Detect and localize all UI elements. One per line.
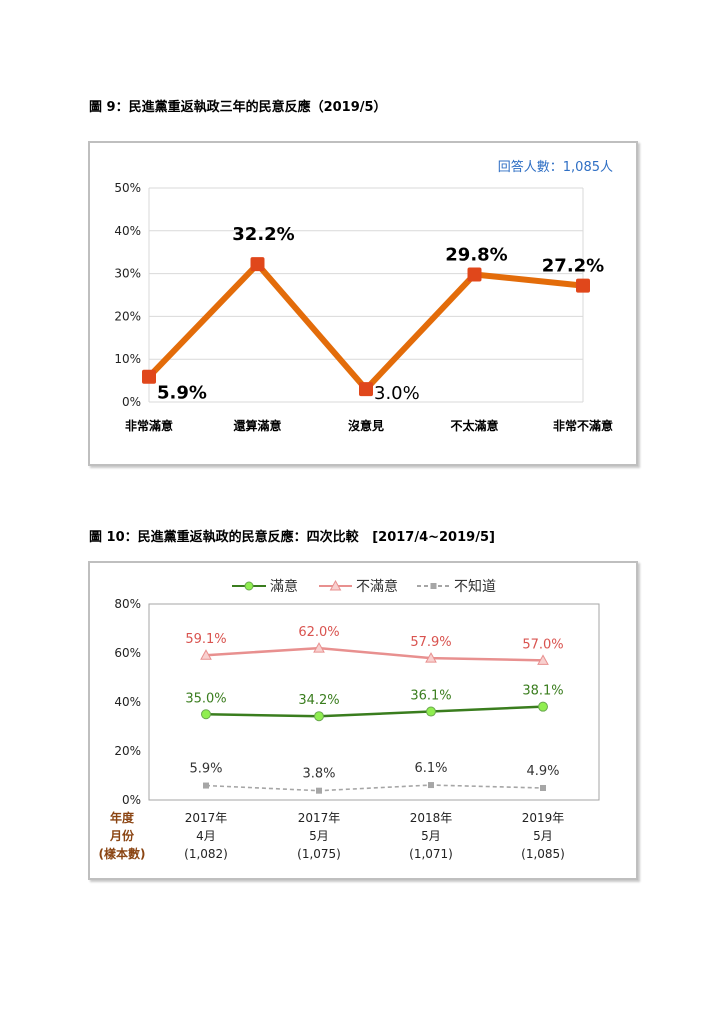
figure10-x-month-label: 5月 [533, 829, 553, 843]
figure10-satisfied-marker [201, 709, 211, 720]
figure9-x-tick-label: 非常不滿意 [553, 418, 613, 433]
figure10-legend-satisfied-marker [244, 581, 254, 591]
figure10-title-range: [2017/4~2019/5] [372, 530, 495, 545]
figure10-x-year-label: 2019年 [522, 811, 565, 825]
figure10-row-label: 月份 [109, 828, 135, 843]
figure10-plot-area [148, 603, 600, 801]
figure10-dissatisfied-marker [537, 654, 549, 665]
figure10-y-tick-label: 80% [114, 597, 141, 611]
figure10-unknown-data-label: 3.8% [302, 767, 335, 782]
figure9-y-tick-label: 20% [114, 309, 141, 323]
figure10-dissatisfied-data-label: 57.9% [410, 635, 451, 650]
figure10-satisfied-marker [314, 711, 324, 722]
figure10-x-sample-label: (1,082) [184, 847, 228, 861]
figure10-x-sample-label: (1,085) [521, 847, 565, 861]
figure10-unknown-data-label: 5.9% [189, 762, 222, 777]
figure10-x-month-label: 4月 [196, 829, 216, 843]
figure10-legend-unknown-label: 不知道 [454, 578, 496, 595]
figure9-chart-frame: 回答人數：1,085人 0% 10% 20% 30% 40% 50% 非常滿意 還算滿意 沒意見 不… [88, 141, 638, 466]
figure10-x-month-label: 5月 [309, 829, 329, 843]
figure10-satisfied-marker [538, 701, 548, 712]
figure10-satisfied-line [205, 705, 544, 718]
figure9-y-tick-label: 40% [114, 224, 141, 238]
figure10-satisfied-data-label: 38.1% [522, 684, 563, 699]
figure9-y-tick-label: 10% [114, 352, 141, 366]
figure9-x-tick-label: 不太滿意 [450, 418, 498, 433]
figure9-y-tick-label: 50% [114, 181, 141, 195]
figure10-legend-unknown-marker [430, 583, 437, 589]
figure9-data-label: 3.0% [374, 383, 420, 404]
figure9-x-tick-label: 沒意見 [348, 418, 384, 433]
figure9-point-marker [250, 257, 265, 272]
figure10-dissatisfied-line [205, 646, 544, 662]
figure10-unknown-marker [428, 782, 434, 789]
figure9-point-marker [359, 382, 373, 397]
figure10-legend-dissatisfied-marker [329, 579, 342, 591]
figure9-y-tick-label: 0% [122, 395, 141, 409]
figure10-unknown-data-label: 4.9% [526, 764, 559, 779]
figure10-title-text: 圖 10：民進黨重返執政的民意反應：四次比較 [89, 530, 359, 545]
figure10-title: 圖 10：民進黨重返執政的民意反應：四次比較 [2017/4~2019/5] [89, 526, 495, 545]
figure10-x-sample-label: (1,075) [297, 847, 341, 861]
figure10-satisfied-data-label: 36.1% [410, 689, 451, 704]
figure10-legend-satisfied-label: 滿意 [270, 578, 298, 595]
figure10-dissatisfied-data-label: 59.1% [185, 632, 226, 647]
figure9-data-label: 29.8% [445, 244, 507, 265]
figure10-unknown-marker [203, 782, 209, 789]
figure10-unknown-marker [316, 787, 322, 794]
figure10-x-year-label: 2018年 [410, 811, 453, 825]
figure10-unknown-marker [540, 784, 546, 791]
figure10-chart: 0% 20% 40% 60% 80% 滿意 不滿意 不知道 35.0% 34.2% 36.1% 38.… [99, 578, 600, 861]
figure10-satisfied-data-label: 35.0% [185, 691, 226, 706]
figure9-title: 圖 9：民進黨重返執政三年的民意反應（2019/5） [89, 100, 387, 115]
figure9-data-label: 5.9% [157, 383, 207, 404]
figure9-x-tick-label: 非常滿意 [125, 418, 173, 433]
figure10-dissatisfied-data-label: 62.0% [298, 625, 339, 640]
figure10-dissatisfied-marker [200, 649, 212, 660]
figure9-x-tick-label: 還算滿意 [233, 418, 281, 433]
figure10-x-sample-label: (1,071) [409, 847, 453, 861]
figure10-x-year-label: 2017年 [185, 811, 228, 825]
figure9-point-marker [576, 278, 590, 293]
figure10-row-label: 年度 [110, 810, 135, 825]
figure10-y-tick-label: 0% [122, 793, 141, 807]
figure10-legend-dissatisfied-label: 不滿意 [356, 578, 398, 595]
figure10-satisfied-data-label: 34.2% [298, 693, 339, 708]
figure10-x-month-label: 5月 [421, 829, 441, 843]
figure10-unknown-line [205, 784, 544, 792]
figure9-data-label: 32.2% [232, 224, 294, 245]
figure10-dissatisfied-data-label: 57.0% [522, 637, 563, 652]
figure10-chart-frame: 0% 20% 40% 60% 80% 滿意 不滿意 不知道 35.0% 34.2% 36.1% 38.… [88, 561, 638, 880]
figure10-x-year-label: 2017年 [298, 811, 341, 825]
figure10-unknown-data-label: 6.1% [414, 761, 447, 776]
figure10-y-tick-label: 40% [114, 695, 141, 709]
figure9-y-tick-label: 30% [114, 267, 141, 281]
figure9-series-line [146, 261, 584, 393]
figure9-point-marker [467, 267, 482, 282]
figure10-dissatisfied-marker [313, 642, 325, 653]
figure10-row-label: (樣本數) [99, 846, 146, 861]
figure9-respondent-note: 回答人數：1,085人 [498, 159, 613, 175]
figure10-y-tick-label: 60% [114, 646, 141, 660]
figure10-y-tick-label: 20% [114, 744, 141, 758]
figure9-point-marker [142, 369, 156, 384]
figure9-chart: 回答人數：1,085人 0% 10% 20% 30% 40% 50% 非常滿意 還算滿意 沒意見 不… [114, 159, 613, 433]
figure10-dissatisfied-marker [425, 652, 437, 663]
figure9-data-label: 27.2% [542, 256, 604, 277]
figure10-satisfied-marker [426, 706, 436, 717]
